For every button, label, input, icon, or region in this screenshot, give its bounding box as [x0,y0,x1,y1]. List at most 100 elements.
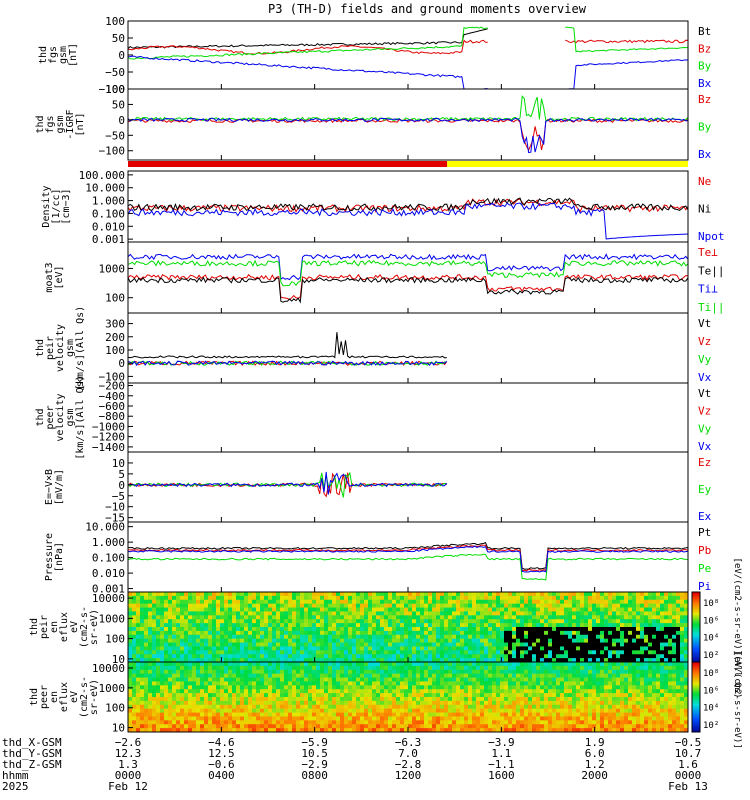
heat-cell [148,689,153,694]
heat-cell [256,599,261,604]
heat-cell [344,646,349,651]
heat-cell [540,665,545,671]
heat-cell [464,642,469,647]
heat-cell [436,700,441,706]
heat-cell [212,681,217,686]
heat-cell [680,638,685,643]
heat-cell [340,615,345,620]
heat-cell [308,697,313,702]
heat-cell [300,634,305,639]
heat-cell [168,642,173,647]
heat-cell [448,689,453,694]
heat-cell [464,669,469,674]
heat-cell [408,669,413,674]
heat-cell [208,627,213,632]
heat-cell [168,693,173,698]
heat-cell [560,716,565,721]
heat-cell [484,627,489,632]
heat-cell [196,630,201,636]
heat-cell [248,638,253,643]
heat-cell [596,673,601,678]
heat-cell [596,595,601,601]
heat-cell [528,700,533,706]
heat-cell [628,634,633,639]
heat-cell [440,642,445,647]
heat-cell [176,619,181,624]
heat-cell [448,623,453,628]
heat-cell [648,595,653,601]
heat-cell [200,681,205,686]
heat-cell [156,724,161,729]
heat-cell [164,685,169,690]
heat-cell [184,592,189,597]
heat-cell [500,716,505,721]
heat-cell [376,658,381,663]
heat-cell [184,697,189,702]
heat-cell [456,677,461,682]
heat-cell [588,611,593,616]
heat-cell [216,607,221,612]
heat-cell [472,603,477,608]
heat-cell [456,638,461,643]
heat-cell [244,611,249,616]
heat-cell [468,630,473,636]
heat-cell [336,650,341,655]
heat-cell [668,638,673,643]
heat-cell [408,693,413,698]
heat-cell [144,599,149,604]
heat-cell [552,592,557,597]
heat-cell [632,623,637,628]
heat-cell [172,607,177,612]
heat-cell [236,634,241,639]
heat-cell [220,689,225,694]
heat-cell [172,673,177,678]
heat-cell [332,599,337,604]
heat-cell [160,650,165,655]
heat-cell [612,638,617,643]
heat-cell [328,611,333,616]
heat-cell [240,646,245,651]
heat-cell [300,654,305,659]
heat-cell [136,642,141,647]
heat-cell [132,712,137,717]
heat-cell [648,654,653,659]
heat-cell [424,595,429,601]
heat-cell [160,595,165,601]
heat-cell [644,630,649,636]
heat-cell [368,603,373,608]
heat-cell [616,642,621,647]
heat-cell [556,611,561,616]
heat-cell [488,724,493,729]
heat-cell [436,724,441,729]
heat-cell [596,677,601,682]
heat-cell [424,685,429,690]
heat-cell [200,669,205,674]
heat-cell [324,708,329,713]
heat-cell [572,611,577,616]
heat-cell [212,685,217,690]
heat-cell [520,673,525,678]
heat-cell [268,720,273,725]
heat-cell [308,627,313,632]
heat-cell [180,638,185,643]
heat-cell [644,592,649,597]
heat-cell [428,665,433,671]
heat-cell [408,619,413,624]
heat-cell [404,619,409,624]
heat-cell [196,700,201,706]
heat-cell [684,650,689,655]
heat-cell [660,603,665,608]
heat-cell [552,654,557,659]
heat-cell [404,700,409,706]
heat-cell [388,623,393,628]
heat-cell [488,595,493,601]
heat-cell [360,662,365,667]
heat-cell [544,681,549,686]
heat-cell [336,673,341,678]
heat-cell [344,685,349,690]
heat-cell [360,693,365,698]
heat-cell [508,658,513,663]
heat-cell [312,638,317,643]
heat-cell [328,592,333,597]
heat-cell [272,654,277,659]
